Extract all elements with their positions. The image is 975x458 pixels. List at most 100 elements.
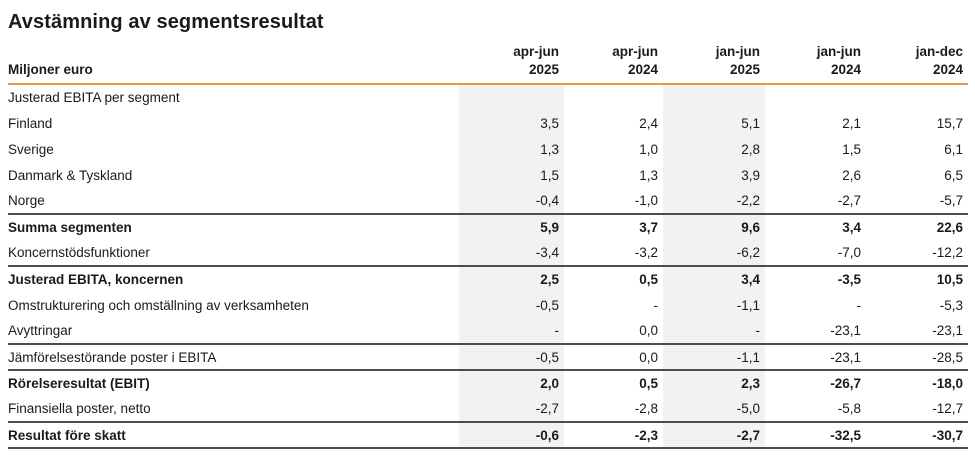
row-label: Koncernstödsfunktioner xyxy=(8,245,150,260)
row-label: Jämförelsestörande poster i EBITA xyxy=(8,343,459,370)
row-label: Omstrukturering och omställning av verks… xyxy=(8,297,309,313)
cell: 2,0 xyxy=(459,369,564,396)
column-header-jan-dec-2024: jan-dec 2024 xyxy=(866,43,968,85)
cell: -23,1 xyxy=(932,323,963,338)
table-header-row: Miljoner euro apr-jun 2025 apr-jun 2024 … xyxy=(8,43,968,85)
row-label: Sverige xyxy=(8,141,54,157)
cell: -32,5 xyxy=(765,421,866,449)
cell: -2,3 xyxy=(564,421,663,449)
column-period: apr-jun xyxy=(513,44,559,59)
cell: -28,5 xyxy=(866,343,968,370)
cell: 10,5 xyxy=(866,265,968,292)
segment-results-table: Miljoner euro apr-jun 2025 apr-jun 2024 … xyxy=(8,43,968,449)
cell: -7,0 xyxy=(837,245,861,260)
cell: -5,7 xyxy=(939,193,963,208)
cell: 1,3 xyxy=(639,167,658,183)
cell: -1,0 xyxy=(634,193,658,208)
cell: 2,6 xyxy=(842,167,861,183)
column-year: 2025 xyxy=(528,62,559,77)
cell: -2,7 xyxy=(837,193,861,208)
cell: -0,4 xyxy=(459,188,564,214)
column-header-jan-jun-2024: jan-jun 2024 xyxy=(765,43,866,85)
cell: 2,4 xyxy=(639,115,658,131)
table-row-total: Rörelseresultat (EBIT) 2,0 0,5 2,3 -26,7… xyxy=(8,369,968,396)
cell: 6,5 xyxy=(944,167,963,183)
cell: -5,0 xyxy=(663,396,765,422)
cell: - xyxy=(459,318,564,344)
cell xyxy=(459,84,564,110)
cell: -2,7 xyxy=(459,396,564,422)
cell: 5,1 xyxy=(663,110,765,136)
unit-label-header: Miljoner euro xyxy=(8,43,459,85)
column-year: 2024 xyxy=(830,62,861,77)
row-label: Norge xyxy=(8,193,45,208)
cell: -3,5 xyxy=(765,265,866,292)
cell: - xyxy=(663,318,765,344)
cell: -23,1 xyxy=(765,343,866,370)
cell: 15,7 xyxy=(936,115,963,131)
cell: -0,5 xyxy=(459,343,564,370)
table-row: Omstrukturering och omställning av verks… xyxy=(8,292,968,318)
row-label: Finansiella poster, netto xyxy=(8,401,151,416)
column-header-apr-jun-2024: apr-jun 2024 xyxy=(564,43,663,85)
row-label: Resultat före skatt xyxy=(8,421,459,449)
cell: 0,0 xyxy=(564,343,663,370)
cell: 3,9 xyxy=(663,162,765,188)
cell: 0,5 xyxy=(564,369,663,396)
row-label: Justerad EBITA, koncernen xyxy=(8,265,459,292)
cell: -2,2 xyxy=(663,188,765,214)
row-label: Justerad EBITA per segment xyxy=(8,90,180,105)
table-row: Koncernstödsfunktioner -3,4 -3,2 -6,2 -7… xyxy=(8,240,968,266)
row-label: Summa segmenten xyxy=(8,213,459,240)
cell: -23,1 xyxy=(830,323,861,338)
cell: -30,7 xyxy=(866,421,968,449)
cell: 2,3 xyxy=(663,369,765,396)
cell: -2,8 xyxy=(634,401,658,416)
cell: 0,0 xyxy=(639,323,658,338)
cell: -0,6 xyxy=(459,421,564,449)
cell: 2,1 xyxy=(842,115,861,131)
table-row-total: Justerad EBITA, koncernen 2,5 0,5 3,4 -3… xyxy=(8,265,968,292)
cell: -1,1 xyxy=(663,343,765,370)
cell: -12,7 xyxy=(932,401,963,416)
row-label: Danmark & Tyskland xyxy=(8,167,133,183)
column-period: jan-jun xyxy=(816,44,861,59)
table-row: Justerad EBITA per segment xyxy=(8,84,968,110)
cell xyxy=(866,84,968,110)
column-period: jan-jun xyxy=(715,44,760,59)
column-header-apr-jun-2025: apr-jun 2025 xyxy=(459,43,564,85)
column-year: 2024 xyxy=(932,62,963,77)
row-label: Finland xyxy=(8,115,53,131)
table-row: Sverige 1,3 1,0 2,8 1,5 6,1 xyxy=(8,136,968,162)
cell: -3,2 xyxy=(634,245,658,260)
cell: 1,0 xyxy=(639,141,658,157)
table-row: Norge -0,4 -1,0 -2,2 -2,7 -5,7 xyxy=(8,188,968,214)
cell: 1,3 xyxy=(459,136,564,162)
cell: 1,5 xyxy=(842,141,861,157)
cell: - xyxy=(653,297,659,313)
cell: -0,5 xyxy=(459,292,564,318)
cell: -6,2 xyxy=(663,240,765,266)
column-period: jan-dec xyxy=(915,44,963,59)
cell: 2,5 xyxy=(459,265,564,292)
cell: 3,5 xyxy=(459,110,564,136)
cell: 0,5 xyxy=(564,265,663,292)
column-year: 2024 xyxy=(627,62,658,77)
cell: -3,4 xyxy=(459,240,564,266)
cell: 3,4 xyxy=(765,213,866,240)
cell: -18,0 xyxy=(866,369,968,396)
cell: -12,2 xyxy=(932,245,963,260)
row-label: Avyttringar xyxy=(8,323,73,338)
table-row: Avyttringar - 0,0 - -23,1 -23,1 xyxy=(8,318,968,344)
column-period: apr-jun xyxy=(612,44,658,59)
cell: 2,8 xyxy=(663,136,765,162)
cell xyxy=(663,84,765,110)
cell: -5,3 xyxy=(939,297,963,313)
table-row-subtotal: Jämförelsestörande poster i EBITA -0,5 0… xyxy=(8,343,968,370)
table-row: Finansiella poster, netto -2,7 -2,8 -5,0… xyxy=(8,396,968,422)
page-title: Avstämning av segmentsresultat xyxy=(8,11,324,33)
cell: -2,7 xyxy=(663,421,765,449)
row-label: Rörelseresultat (EBIT) xyxy=(8,369,459,396)
cell: 6,1 xyxy=(944,141,963,157)
cell: - xyxy=(856,297,862,313)
